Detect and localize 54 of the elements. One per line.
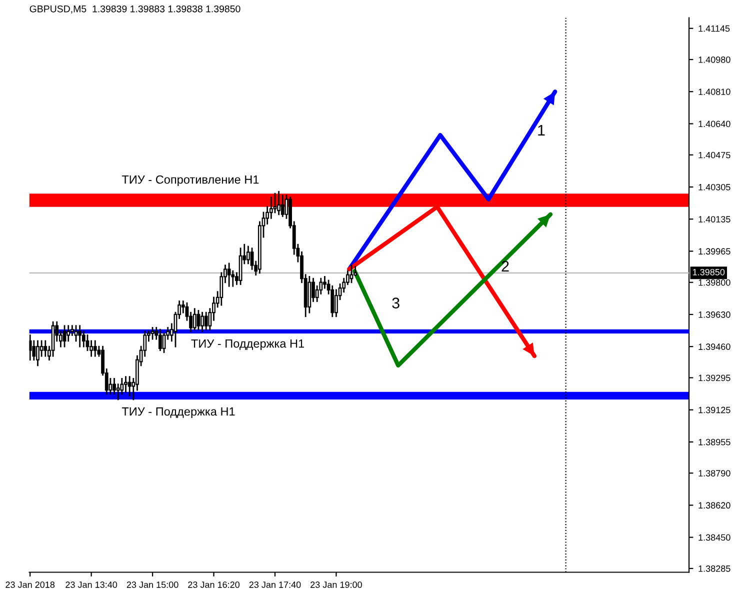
y-tick-label: 1.40810	[698, 88, 730, 95]
candlestick	[40, 340, 44, 357]
y-tick-label: 1.39295	[698, 374, 730, 382]
candlestick	[200, 312, 204, 332]
candlestick	[246, 246, 250, 264]
candlestick	[280, 194, 284, 217]
candlestick	[227, 262, 231, 287]
candlestick	[74, 325, 78, 342]
candlestick	[150, 326, 154, 340]
x-tick-label: 23 Jan 17:40	[249, 582, 301, 588]
annotation: 3	[392, 298, 400, 308]
candlestick	[124, 376, 128, 393]
y-tick-label: 1.39630	[698, 311, 730, 318]
candlestick	[29, 334, 32, 360]
y-tick-label: 1.39125	[698, 406, 730, 414]
x-tick-label: 23 Jan 19:00	[310, 582, 362, 588]
y-tick-label: 1.38955	[698, 438, 730, 446]
candlestick	[158, 328, 162, 352]
band-label: ТИУ - Поддержка H1	[122, 407, 235, 418]
candlestick	[62, 325, 66, 348]
candlestick	[66, 325, 70, 342]
candlestick	[277, 191, 281, 216]
x-tick-label: 23 Jan 15:00	[126, 582, 178, 588]
candlestick	[78, 325, 82, 348]
ref-line-label: 1.39850	[693, 268, 725, 276]
y-tick-label: 1.38620	[698, 502, 730, 509]
x-tick-label: 23 Jan 16:20	[188, 582, 240, 588]
y-tick-label: 1.40305	[698, 184, 730, 190]
candlestick	[192, 308, 196, 330]
candlestick	[93, 340, 97, 357]
candlestick	[128, 376, 132, 396]
y-tick-label: 1.40980	[698, 56, 730, 63]
annotation: 1	[538, 125, 545, 136]
y-tick-label: 1.40475	[698, 152, 730, 158]
y-tick-label: 1.41145	[698, 25, 730, 32]
y-tick-label: 1.40135	[698, 216, 730, 222]
chart-title: GBPUSD,M5 1.39839 1.39883 1.39838 1.39850	[30, 5, 240, 14]
y-tick-label: 1.39965	[698, 248, 730, 255]
candlestick	[204, 312, 208, 330]
y-tick-label: 1.39800	[698, 279, 730, 286]
y-tick-label: 1.39460	[698, 344, 730, 350]
candlestick	[196, 310, 200, 330]
candlestick	[116, 384, 120, 400]
y-tick-label: 1.38285	[698, 565, 730, 572]
annotation: 2	[502, 260, 509, 272]
ref-line-label: ТИУ - Поддержка H1	[191, 339, 304, 350]
y-tick-label: 1.40640	[698, 120, 730, 128]
y-tick-label: 1.38790	[698, 470, 730, 476]
x-tick-label: 23 Jan 2018	[6, 582, 55, 588]
x-tick-label: 23 Jan 13:40	[66, 582, 118, 588]
candlestick	[44, 340, 48, 357]
band-label: ТИУ - Сопротивление H1	[122, 175, 259, 186]
candlestick	[36, 340, 40, 366]
y-tick-label: 1.38450	[698, 534, 730, 541]
